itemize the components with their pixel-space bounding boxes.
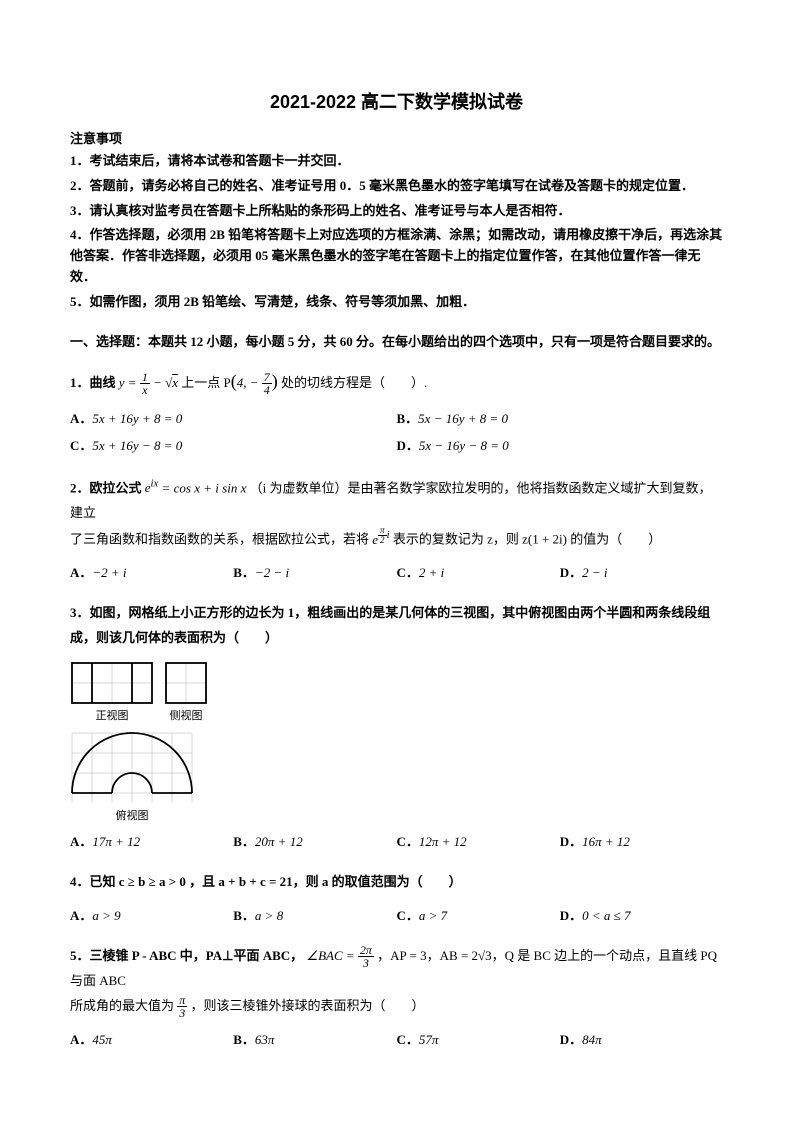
instructions-header: 注意事项 [70,128,723,147]
q1-eq-left: y = [119,375,140,390]
q1-mid2: 上一点 P [181,375,230,390]
top-view-label: 俯视图 [70,807,194,823]
q5-option-b: B．63π [233,1029,396,1048]
q5-option-c: C．57π [397,1029,560,1048]
q5-opt-b-text: 63π [255,1032,275,1047]
question-4: 4．已知 c ≥ b ≥ a > 0 ，且 a + b + c = 21，则 a… [70,870,723,895]
instruction-3: 3．请认真核对监考员在答题卡上所粘贴的条形码上的姓名、准考证号与本人是否相符． [70,201,723,222]
q3-text: 3．如图，网格纸上小正方形的边长为 1，粗线画出的是某几何体的三视图，其中俯视图… [70,605,710,645]
instruction-2: 2．答题前，请务必将自己的姓名、准考证号用 0．5 毫米黑色墨水的签字笔填写在试… [70,176,723,197]
q1-suffix: 处的切线方程是（ ）. [281,375,427,390]
instruction-4: 4．作答选择题，必须用 2B 铅笔将答题卡上对应选项的方框涂满、涂黑；如需改动，… [70,225,723,287]
side-view-label: 侧视图 [164,707,208,723]
q4-text: 4．已知 c ≥ b ≥ a > 0 ，且 a + b + c = 21，则 a… [70,874,462,889]
front-view-svg [70,661,154,705]
side-view-box: 侧视图 [164,661,208,723]
q5-option-d: D．84π [560,1029,723,1048]
q5-text-c: 所成角的最大值为 [70,998,177,1013]
q2-text-d: 表示的复数记为 z，则 z(1 + 2i) 的值为（ ） [393,532,661,547]
front-view-label: 正视图 [70,707,154,723]
q1-option-c: C．5x + 16y − 8 = 0 [70,435,397,454]
q1-frac1: 1x [140,371,150,396]
top-view-svg [70,731,194,805]
front-view-box: 正视图 [70,661,154,723]
q1-opt-a-text: 5x + 16y + 8 = 0 [92,411,182,426]
q1-option-d: D．5x − 16y − 8 = 0 [397,435,724,454]
q2-opt-b-text: −2 − i [255,565,289,580]
instruction-1: 1．考试结束后，请将本试卷和答题卡一并交回． [70,151,723,172]
q2-text-a: 2．欧拉公式 [70,480,145,495]
q2-exp-i: i [387,529,390,541]
q5-text-d: ，则该三棱锥外接球的表面积为（ ） [191,998,425,1013]
page-title: 2021-2022 高二下数学模拟试卷 [70,88,723,114]
q3-opt-b-text: 20π + 12 [255,834,303,849]
q5-max-den: 3 [177,1007,187,1019]
q1-option-a: A．5x + 16y + 8 = 0 [70,408,397,427]
q4-option-b: B．a > 8 [233,905,396,924]
q4-opt-a-text: a > 9 [92,908,120,923]
q2-opt-c-text: 2 + i [419,565,444,580]
three-view-container: 正视图 侧视图 [70,661,723,723]
q2-options: A．−2 + i B．−2 − i C．2 + i D．2 − i [70,562,723,589]
q2-option-d: D．2 − i [560,562,723,581]
q2-option-b: B．−2 − i [233,562,396,581]
q1-opt-c-text: 5x + 16y − 8 = 0 [92,438,182,453]
q2-opt-a-text: −2 + i [92,565,126,580]
q3-options: A．17π + 12 B．20π + 12 C．12π + 12 D．16π +… [70,831,723,858]
top-view-box: 俯视图 [70,731,194,823]
q4-opt-d-text: 0 < a ≤ 7 [582,908,630,923]
q3-opt-a-text: 17π + 12 [92,834,140,849]
q5-opt-a-text: 45π [92,1032,112,1047]
q4-opt-b-text: a > 8 [255,908,283,923]
q2-formula: eix = cos x + i sin x [145,480,247,495]
top-view-container: 俯视图 [70,731,723,823]
section-intro: 一、选择题：本题共 12 小题，每小题 5 分，共 60 分。在每小题给出的四个… [70,331,723,350]
question-2: 2．欧拉公式 eix = cos x + i sin x （i 为虚数单位）是由… [70,474,723,553]
q1-opt-d-text: 5x − 16y − 8 = 0 [419,438,509,453]
instruction-5: 5．如需作图，须用 2B 铅笔绘、写清楚，线条、符号等须加黑、加粗． [70,292,723,313]
q5-opt-d-text: 84π [582,1032,602,1047]
q5-angle: ∠BAC = [306,948,357,963]
q1-prefix: 1．曲线 [70,375,119,390]
q2-option-c: C．2 + i [397,562,560,581]
q4-option-a: A．a > 9 [70,905,233,924]
q3-option-b: B．20π + 12 [233,831,396,850]
q3-option-c: C．12π + 12 [397,831,560,850]
q1-sqrt: x [172,375,178,390]
q5-options: A．45π B．63π C．57π D．84π [70,1029,723,1056]
q5-text-a: 5．三棱锥 P - ABC 中，PA⊥平面 ABC， [70,948,303,963]
q2-opt-d-text: 2 − i [582,565,607,580]
q1-opt-b-text: 5x − 16y + 8 = 0 [418,411,508,426]
q5-angle-den: 3 [358,957,374,969]
q5-angle-frac: 2π3 [358,944,374,969]
question-3: 3．如图，网格纸上小正方形的边长为 1，粗线画出的是某几何体的三视图，其中俯视图… [70,601,723,650]
q4-option-c: C．a > 7 [397,905,560,924]
q1-options: A．5x + 16y + 8 = 0 B．5x − 16y + 8 = 0 C．… [70,408,723,462]
q4-options: A．a > 9 B．a > 8 C．a > 7 D．0 < a ≤ 7 [70,905,723,932]
question-5: 5．三棱锥 P - ABC 中，PA⊥平面 ABC， ∠BAC = 2π3 ，A… [70,944,723,1020]
q5-opt-c-text: 57π [419,1032,439,1047]
q5-max-frac: π3 [177,994,187,1019]
q5-option-a: A．45π [70,1029,233,1048]
q2-exp-den: 2 [378,536,387,545]
q3-opt-c-text: 12π + 12 [419,834,467,849]
q2-text-c: 了三角函数和指数函数的关系，根据欧拉公式，若将 [70,532,372,547]
q1-frac2: 74 [262,371,272,396]
q1-mid: − √ [153,375,172,390]
q3-option-a: A．17π + 12 [70,831,233,850]
q1-frac1-den: x [140,384,150,396]
side-view-svg [164,661,208,705]
q4-opt-c-text: a > 7 [419,908,447,923]
q3-opt-d-text: 16π + 12 [582,834,630,849]
question-1: 1．曲线 y = 1x − √x 上一点 P(4, − 74) 处的切线方程是（… [70,364,723,398]
q4-option-d: D．0 < a ≤ 7 [560,905,723,924]
q1-px: 4, − [237,375,259,390]
q1-frac2-den: 4 [262,384,272,396]
q2-option-a: A．−2 + i [70,562,233,581]
q3-option-d: D．16π + 12 [560,831,723,850]
q1-option-b: B．5x − 16y + 8 = 0 [397,408,724,427]
